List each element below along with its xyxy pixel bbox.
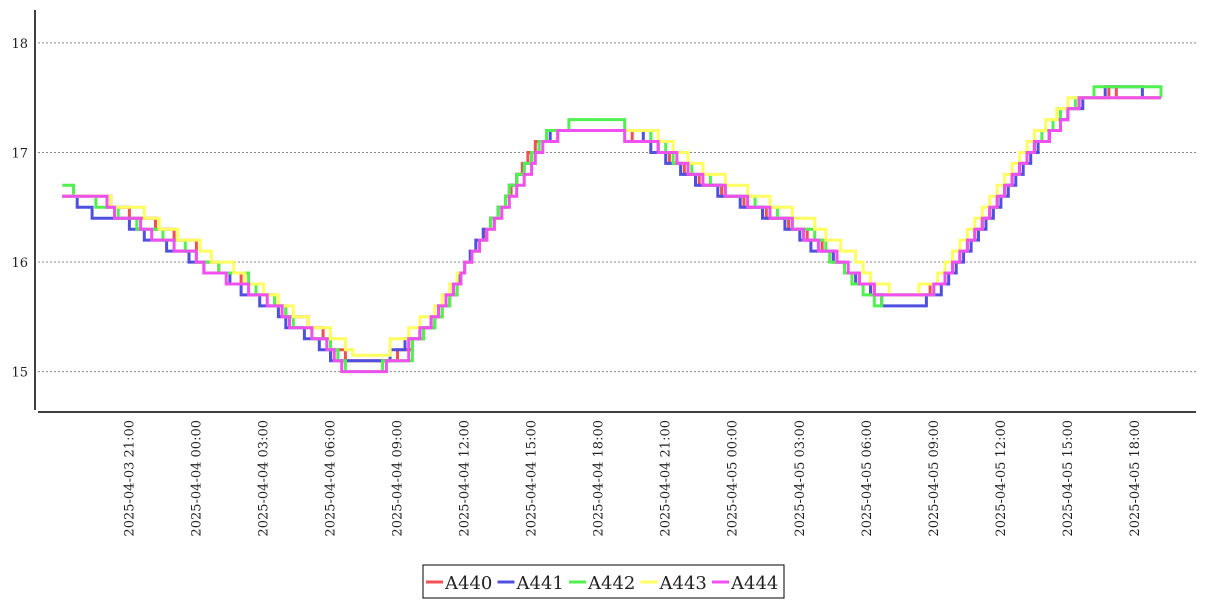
series-line-a440	[62, 85, 1161, 363]
x-tick-label: 2025-04-04 06:00	[324, 420, 339, 537]
legend: A440 A441 A442 A443 A444	[422, 564, 785, 599]
axes	[34, 10, 1196, 413]
x-tick-label: 2025-04-05 06:00	[860, 420, 875, 537]
x-tick-label: 2025-04-05 12:00	[994, 420, 1009, 537]
x-tick-label: 2025-04-04 03:00	[256, 420, 271, 537]
x-tick-label: 2025-04-04 09:00	[391, 420, 406, 537]
series-lines	[62, 85, 1163, 374]
x-tick-label: 2025-04-05 18:00	[1128, 420, 1143, 537]
x-tick-label: 2025-04-04 15:00	[525, 420, 540, 537]
x-tick-label: 2025-04-04 12:00	[458, 420, 473, 537]
y-tick-label: 15	[11, 366, 28, 381]
series-line-a441	[62, 85, 1161, 363]
y-tick-labels: 15 16 17 18	[11, 37, 28, 381]
x-tick-label: 2025-04-05 15:00	[1061, 420, 1076, 537]
x-tick-label: 2025-04-05 03:00	[793, 420, 808, 537]
legend-label: A440	[444, 573, 492, 594]
legend-label: A442	[587, 573, 635, 594]
x-tick-label: 2025-04-05 09:00	[927, 420, 942, 537]
x-tick-label: 2025-04-04 00:00	[189, 420, 204, 537]
x-tick-label: 2025-04-05 00:00	[726, 420, 741, 537]
x-tick-labels: 2025-04-03 21:00 2025-04-04 00:00 2025-04-…	[122, 420, 1143, 537]
series-line-a444	[62, 96, 1161, 374]
x-tick-label: 2025-04-04 21:00	[659, 420, 674, 537]
series-line-a443	[62, 96, 1161, 357]
x-tick-label: 2025-04-04 18:00	[592, 420, 607, 537]
legend-label: A441	[516, 573, 564, 594]
y-tick-label: 18	[11, 37, 28, 52]
grid-lines	[38, 42, 1196, 373]
y-tick-label: 16	[11, 256, 28, 271]
legend-label: A443	[659, 573, 707, 594]
legend-label: A444	[730, 573, 778, 594]
y-tick-label: 17	[11, 146, 28, 161]
x-tick-label: 2025-04-03 21:00	[122, 420, 137, 537]
